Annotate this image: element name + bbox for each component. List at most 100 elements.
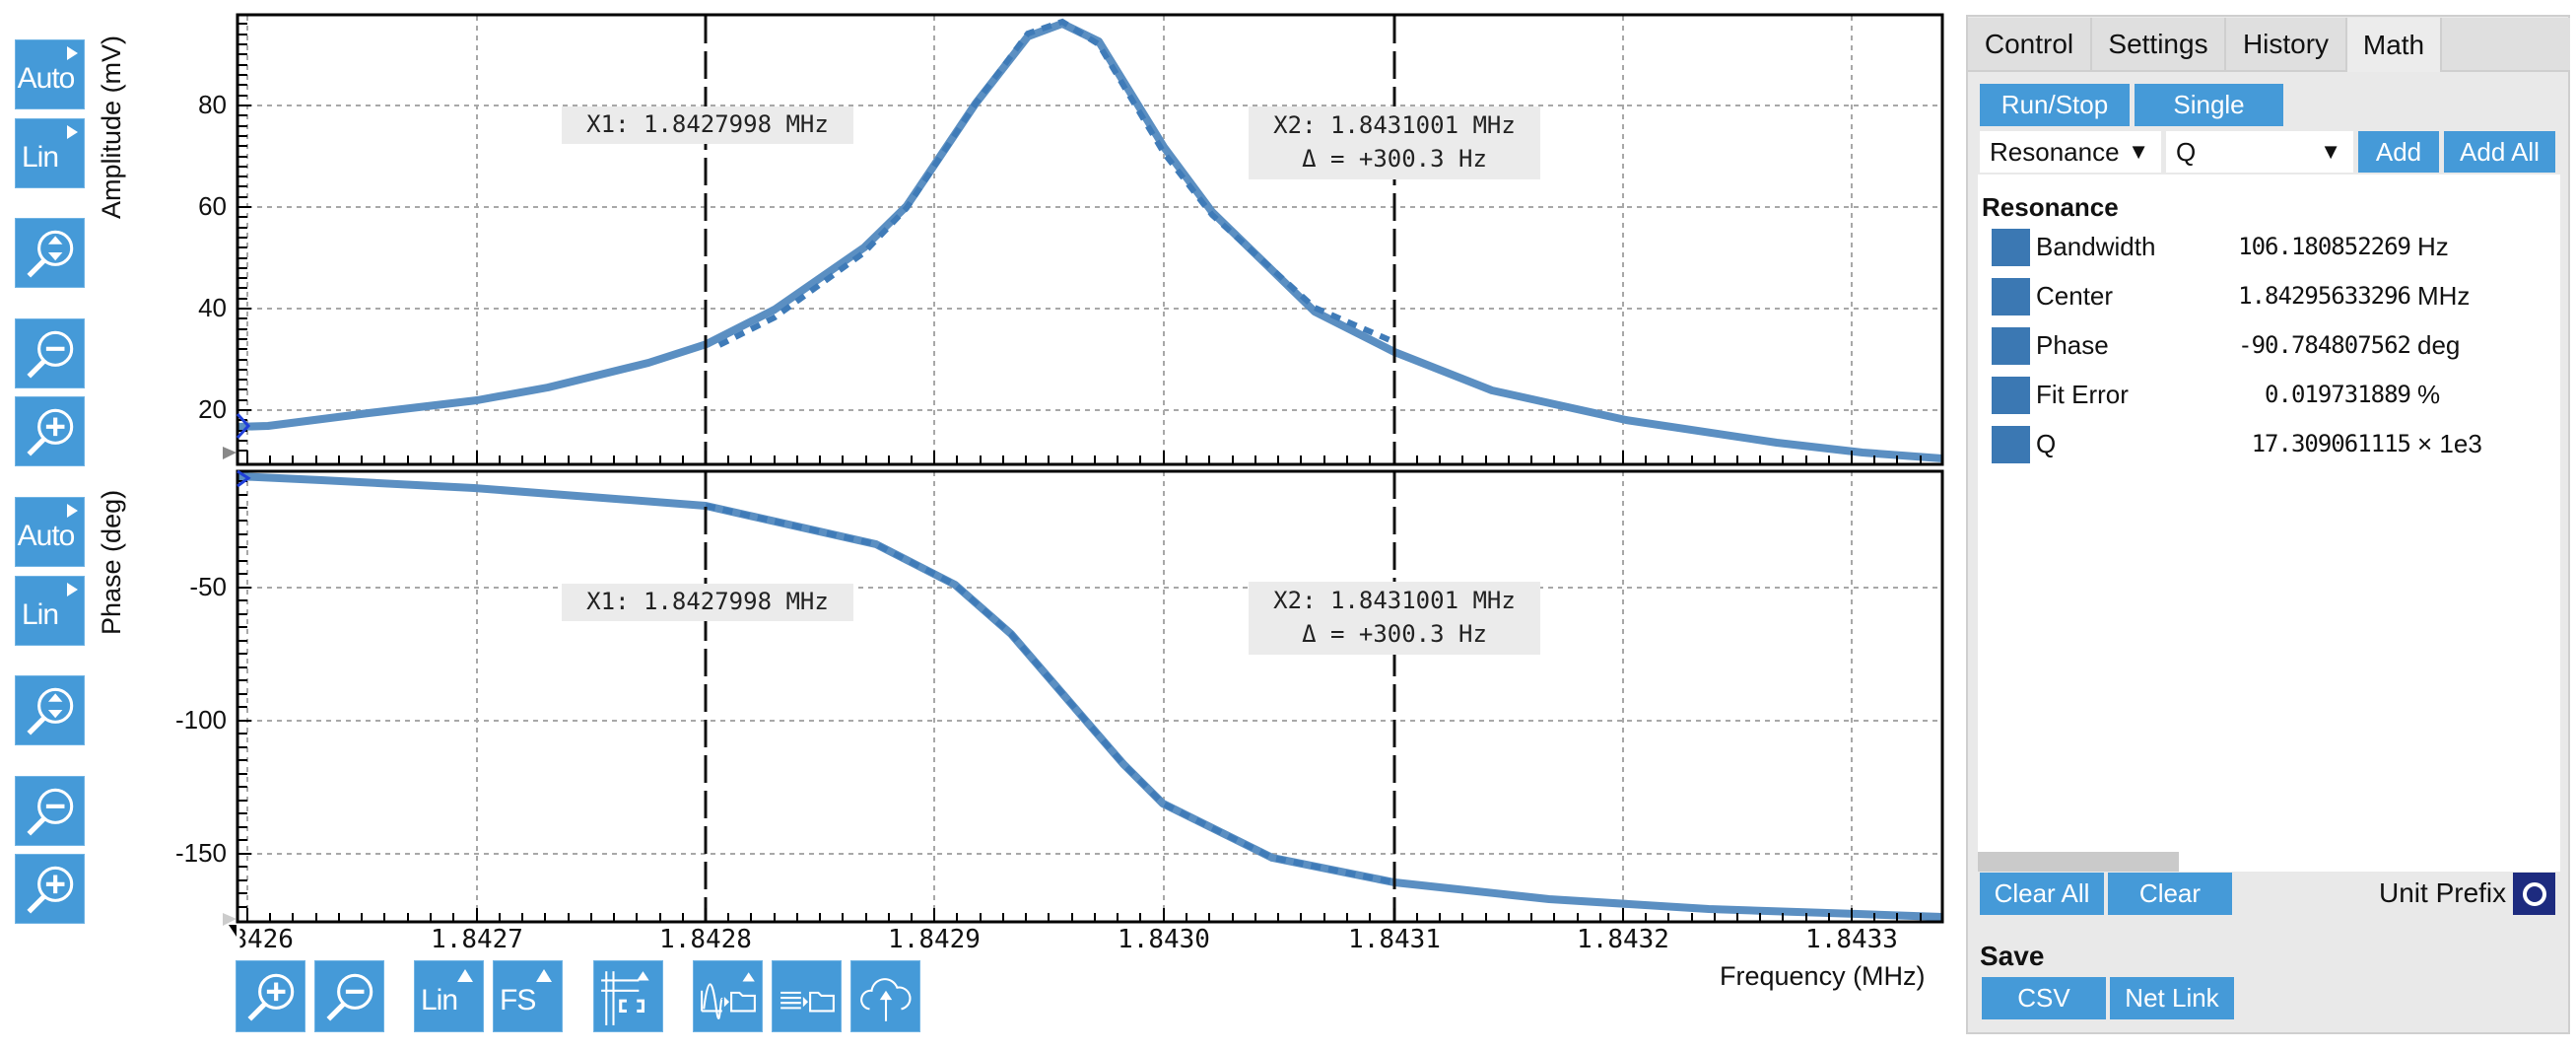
amplitude-tick: 40 xyxy=(198,293,227,322)
phase-auto-button[interactable]: Auto xyxy=(15,497,85,567)
amplitude-zoom-out-button[interactable] xyxy=(15,318,85,388)
tab-label: Settings xyxy=(2108,28,2208,59)
x-tick-label: 1.8428 xyxy=(659,925,752,954)
run-stop-button[interactable]: Run/Stop xyxy=(1980,84,2130,126)
cursors-button[interactable] xyxy=(593,960,663,1032)
clear-button[interactable]: Clear xyxy=(2108,873,2232,915)
frequency-span-button[interactable]: FS xyxy=(493,960,563,1032)
expand-up-triangle-icon xyxy=(457,969,473,982)
result-value: 106.180852269 xyxy=(2238,233,2411,260)
marker-delta-value: Δ = +300.3 Hz xyxy=(1302,145,1487,173)
export-table-button[interactable] xyxy=(772,960,842,1032)
expand-triangle-icon xyxy=(67,125,78,139)
phase-trace-handle-icon xyxy=(237,469,251,488)
color-swatch[interactable] xyxy=(1992,377,2030,414)
expand-up-triangle-icon xyxy=(536,969,552,982)
result-name: Phase xyxy=(2036,330,2109,360)
zoom-fit-vertical-icon xyxy=(26,230,73,278)
marker-x2-value: X2: 1.8431001 MHz xyxy=(1273,587,1516,614)
result-row-phase[interactable]: Phase -90.784807562 deg xyxy=(1992,327,2543,365)
function-select-value: Resonance xyxy=(1990,136,2120,167)
tab-label: History xyxy=(2242,28,2330,59)
color-swatch[interactable] xyxy=(1992,327,2030,365)
function-select[interactable]: Resonance ▼ xyxy=(1980,131,2161,173)
net-link-button[interactable]: Net Link xyxy=(2110,977,2234,1019)
add-all-button[interactable]: Add All xyxy=(2444,131,2555,173)
amplitude-scale-button[interactable]: Lin xyxy=(15,118,85,188)
single-button[interactable]: Single xyxy=(2135,84,2283,126)
amplitude-trace xyxy=(237,20,1942,462)
x-zoom-in-button[interactable] xyxy=(236,960,305,1032)
cloud-upload-icon xyxy=(859,977,911,1021)
result-row-fit-error[interactable]: Fit Error 0.019731889 % xyxy=(1992,377,2543,414)
clear-all-button[interactable]: Clear All xyxy=(1980,873,2104,915)
amplitude-y-ticks xyxy=(237,23,251,452)
x-tick-label: 1.8426 xyxy=(201,925,294,954)
marker-x1-label-phase: X1: 1.8427998 MHz xyxy=(562,584,853,621)
result-unit: % xyxy=(2417,380,2441,409)
marker-x2-label-amplitude: X2: 1.8431001 MHz Δ = +300.3 Hz xyxy=(1249,106,1540,179)
amplitude-tick: 80 xyxy=(198,90,227,119)
results-list[interactable]: Resonance Bandwidth 106.180852269 Hz Cen… xyxy=(1978,175,2560,872)
result-row-center[interactable]: Center 1.84295633296 MHz xyxy=(1992,278,2543,315)
phase-fit-trace xyxy=(705,503,1395,885)
x-zoom-out-button[interactable] xyxy=(314,960,384,1032)
dropdown-arrow-icon: ▼ xyxy=(2128,139,2149,164)
export-chart-to-folder-icon xyxy=(700,971,756,1019)
tab-control[interactable]: Control xyxy=(1968,18,2092,72)
tab-history[interactable]: History xyxy=(2226,18,2347,72)
phase-trace xyxy=(237,472,1942,921)
fs-label: FS xyxy=(500,983,536,1016)
result-unit: deg xyxy=(2417,330,2461,360)
expand-triangle-icon xyxy=(67,46,78,60)
add-button[interactable]: Add xyxy=(2358,131,2439,173)
color-swatch[interactable] xyxy=(1992,278,2030,315)
phase-scale-button[interactable]: Lin xyxy=(15,576,85,646)
parameter-select[interactable]: Q ▼ xyxy=(2166,131,2353,173)
amplitude-zoom-fit-button[interactable] xyxy=(15,218,85,288)
amplitude-grid xyxy=(237,16,1942,464)
phase-zoom-fit-button[interactable] xyxy=(15,675,85,745)
tab-settings[interactable]: Settings xyxy=(2092,18,2226,72)
export-plot-button[interactable] xyxy=(693,960,763,1032)
marker-x1-label-amplitude: X1: 1.8427998 MHz xyxy=(562,106,853,144)
phase-zoom-out-button[interactable] xyxy=(15,776,85,846)
phase-zoom-in-button[interactable] xyxy=(15,854,85,924)
x-scale-label: Lin xyxy=(421,983,458,1016)
phase-y-ticks xyxy=(237,480,251,908)
color-swatch[interactable] xyxy=(1992,229,2030,266)
results-heading: Resonance xyxy=(1982,192,2119,222)
zoom-out-icon xyxy=(26,330,73,379)
csv-button[interactable]: CSV xyxy=(1982,977,2106,1019)
amplitude-auto-label: Auto xyxy=(17,61,76,95)
cloud-upload-button[interactable] xyxy=(850,960,920,1032)
expand-triangle-icon xyxy=(67,583,78,596)
result-row-q[interactable]: Q 17.309061115 × 1e3 xyxy=(1992,426,2543,463)
amplitude-offset-arrow-icon xyxy=(223,447,237,459)
amplitude-zoom-in-button[interactable] xyxy=(15,396,85,466)
unit-prefix-toggle[interactable] xyxy=(2513,873,2555,915)
result-row-bandwidth[interactable]: Bandwidth 106.180852269 Hz xyxy=(1992,229,2543,266)
plot-area[interactable] xyxy=(0,0,1961,946)
phase-tick: -50 xyxy=(189,572,227,601)
amplitude-auto-button[interactable]: Auto xyxy=(15,39,85,109)
amplitude-fit-trace xyxy=(717,18,1396,348)
amplitude-scale-label: Lin xyxy=(22,140,59,174)
horizontal-scrollbar-thumb[interactable] xyxy=(1978,852,2179,872)
x-offset-arrow-icon xyxy=(229,925,237,937)
phase-scale-label: Lin xyxy=(22,597,59,631)
radio-on-icon xyxy=(2522,881,2546,906)
phase-plot-frame xyxy=(236,469,1944,924)
phase-auto-label: Auto xyxy=(17,519,76,552)
x-ticks xyxy=(246,451,1922,922)
color-swatch[interactable] xyxy=(1992,426,2030,463)
cursors-icon xyxy=(600,970,649,1025)
tab-math[interactable]: Math xyxy=(2347,18,2442,72)
x-scale-button[interactable]: Lin xyxy=(414,960,484,1032)
marker-delta-value: Δ = +300.3 Hz xyxy=(1302,620,1487,648)
parameter-select-value: Q xyxy=(2176,136,2197,167)
result-name: Center xyxy=(2036,281,2114,311)
phase-offset-arrow-icon xyxy=(223,913,237,926)
x-tick-label: 1.8431 xyxy=(1348,925,1441,954)
tab-label: Math xyxy=(2362,29,2425,60)
